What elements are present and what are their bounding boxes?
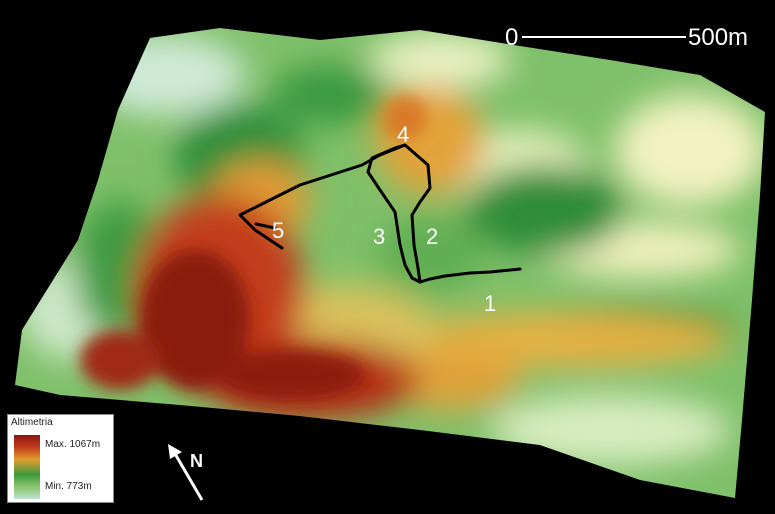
point-1: 1 [484, 291, 496, 316]
gps-track [238, 143, 522, 284]
point-2: 2 [426, 224, 438, 249]
scale-start-label: 0 [505, 24, 518, 51]
scale-bar: 0 500m [505, 24, 748, 51]
legend-color-ramp [14, 435, 40, 499]
legend-max-label: Max. 1067m [45, 439, 101, 450]
elevation-legend: Altimetria Max. 1067m Min. 773m [7, 414, 114, 503]
point-5: 5 [272, 218, 284, 243]
legend-min-label: Min. 773m [45, 481, 92, 492]
legend-title: Altimetria [11, 417, 53, 428]
scale-end-label: 500m [688, 24, 748, 51]
point-4: 4 [397, 122, 409, 147]
point-3: 3 [373, 224, 385, 249]
north-arrow-icon [168, 444, 182, 459]
north-label: N [190, 451, 203, 471]
north-arrow: N [168, 444, 204, 501]
